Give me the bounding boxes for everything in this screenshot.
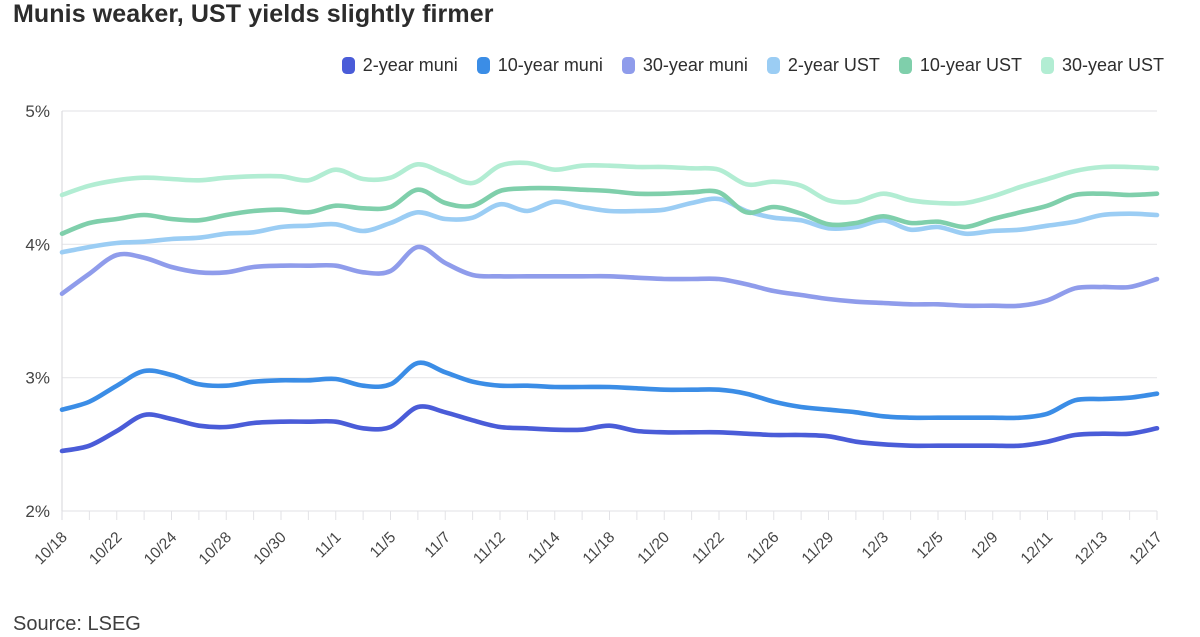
x-axis-label: 12/17 [1126,529,1165,568]
y-axis-label: 5% [25,102,50,121]
series-line-2-year-ust [59,196,1160,255]
legend-swatch-10-year-muni [476,56,490,74]
legend-label: 10-year UST [919,55,1022,75]
legend-swatch-30-year-muni [621,56,635,74]
series-line-10-year-ust [59,185,1160,236]
chart-legend: 2-year muni 10-year muni 30-year muni 2-yea… [341,55,1164,75]
x-axis-label: 10/30 [250,529,290,569]
x-axis-label: 10/22 [86,529,125,568]
x-axis-label: 10/24 [141,529,181,569]
x-axis-label: 11/20 [634,529,673,568]
y-axis-label: 3% [25,369,50,388]
legend-item-10-year-muni: 10-year muni [476,55,603,75]
legend-swatch-2-year-muni [341,56,355,74]
x-axis-label: 11/12 [470,529,509,568]
legend-label: 10-year muni [497,55,603,75]
x-axis-label: 12/3 [859,529,892,562]
legend-label: 30-year UST [1061,55,1164,75]
x-axis-label: 12/5 [913,529,946,562]
legend-item-30-year-ust: 30-year UST [1040,55,1164,75]
x-axis-label: 12/13 [1072,529,1111,568]
legend-item-2-year-muni: 2-year muni [341,55,458,75]
series-line-30-year-muni [59,244,1160,309]
x-axis-label: 11/5 [367,529,400,562]
x-axis-label: 10/18 [31,529,70,568]
x-axis-label: 11/18 [580,529,619,568]
legend-item-30-year-muni: 30-year muni [621,55,748,75]
chart-title: Munis weaker, UST yields slightly firmer [13,0,494,28]
legend-label: 2-year UST [787,55,880,75]
x-axis-label: 11/26 [744,529,783,568]
x-axis-label: 12/11 [1018,529,1057,568]
legend-label: 2-year muni [362,55,458,75]
y-axis-label: 2% [25,502,50,521]
legend-swatch-30-year-ust [1040,56,1054,74]
x-axis-label: 11/7 [422,529,455,562]
series-line-30-year-ust [59,160,1160,206]
legend-swatch-2-year-ust [766,56,780,74]
legend-item-2-year-ust: 2-year UST [766,55,880,75]
x-axis-label: 10/28 [196,529,235,568]
x-axis-label: 11/1 [312,529,345,562]
legend-label: 30-year muni [642,55,748,75]
x-axis-label: 11/29 [799,529,838,568]
legend-item-10-year-ust: 10-year UST [898,55,1022,75]
series-line-10-year-muni [59,360,1160,421]
y-axis-label: 4% [25,235,50,254]
x-axis-label: 11/14 [525,529,564,568]
legend-swatch-10-year-ust [898,56,912,74]
series-line-2-year-muni [59,404,1160,454]
source-label: Source: LSEG [13,613,141,635]
x-axis-label: 11/22 [689,529,728,568]
x-axis-label: 12/9 [968,529,1001,562]
